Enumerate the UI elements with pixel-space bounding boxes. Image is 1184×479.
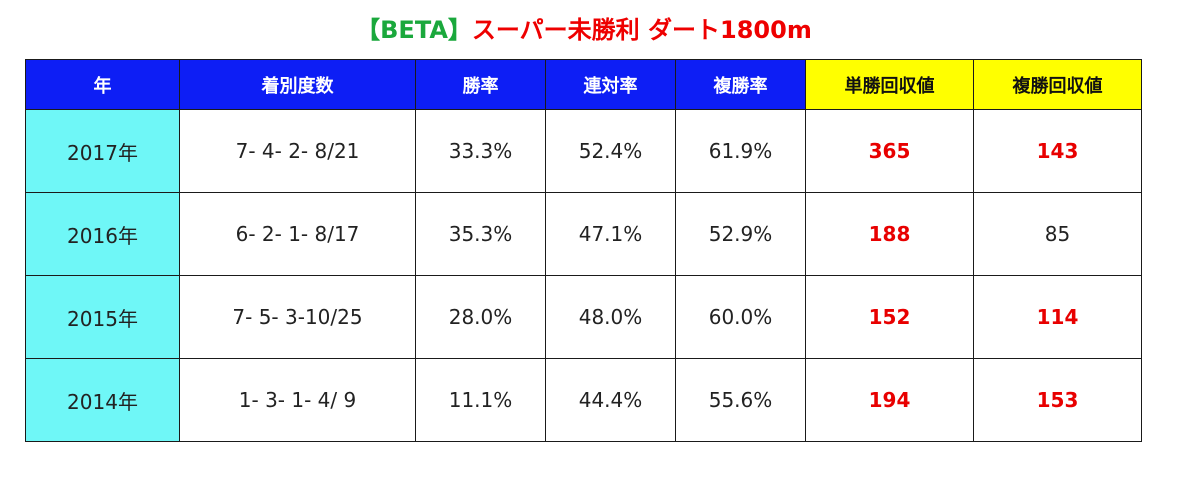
year-cell: 2015年 (25, 275, 180, 359)
place-return-cell: 143 (973, 109, 1142, 193)
quinella-rate-cell: 48.0% (545, 275, 676, 359)
win-return-cell: 152 (805, 275, 974, 359)
table-row: 2015年 7- 5- 3-10/25 28.0% 48.0% 60.0% 15… (25, 275, 1142, 359)
beta-label: 【BETA】 (356, 16, 472, 44)
year-cell: 2017年 (25, 109, 180, 193)
header-win-rate: 勝率 (415, 59, 546, 110)
win-rate-cell: 11.1% (415, 358, 546, 442)
header-row: 年 着別度数 勝率 連対率 複勝率 単勝回収値 複勝回収値 (25, 59, 1142, 110)
table-row: 2014年 1- 3- 1- 4/ 9 11.1% 44.4% 55.6% 19… (25, 358, 1142, 442)
place-rate-cell: 52.9% (675, 192, 806, 276)
year-cell: 2016年 (25, 192, 180, 276)
win-rate-cell: 35.3% (415, 192, 546, 276)
table-row: 2017年 7- 4- 2- 8/21 33.3% 52.4% 61.9% 36… (25, 109, 1142, 193)
place-return-cell: 114 (973, 275, 1142, 359)
header-place-return: 複勝回収値 (973, 59, 1142, 110)
table-body: 2017年 7- 4- 2- 8/21 33.3% 52.4% 61.9% 36… (25, 109, 1142, 442)
stats-table: 年 着別度数 勝率 連対率 複勝率 単勝回収値 複勝回収値 2017年 7- 4… (25, 59, 1142, 442)
header-place-rate: 複勝率 (675, 59, 806, 110)
place-rate-cell: 60.0% (675, 275, 806, 359)
record-cell: 7- 4- 2- 8/21 (179, 109, 416, 193)
header-quinella-rate: 連対率 (545, 59, 676, 110)
record-cell: 7- 5- 3-10/25 (179, 275, 416, 359)
win-rate-cell: 33.3% (415, 109, 546, 193)
record-cell: 6- 2- 1- 8/17 (179, 192, 416, 276)
place-rate-cell: 61.9% (675, 109, 806, 193)
quinella-rate-cell: 52.4% (545, 109, 676, 193)
win-return-cell: 194 (805, 358, 974, 442)
page-title: 【BETA】スーパー未勝利 ダート1800m (0, 12, 1168, 48)
year-cell: 2014年 (25, 358, 180, 442)
place-return-cell: 153 (973, 358, 1142, 442)
win-return-cell: 365 (805, 109, 974, 193)
quinella-rate-cell: 44.4% (545, 358, 676, 442)
header-win-return: 単勝回収値 (805, 59, 974, 110)
header-record: 着別度数 (179, 59, 416, 110)
course-name: スーパー未勝利 ダート1800m (471, 16, 812, 44)
place-return-cell: 85 (973, 192, 1142, 276)
win-rate-cell: 28.0% (415, 275, 546, 359)
quinella-rate-cell: 47.1% (545, 192, 676, 276)
win-return-cell: 188 (805, 192, 974, 276)
header-year: 年 (25, 59, 180, 110)
place-rate-cell: 55.6% (675, 358, 806, 442)
table-row: 2016年 6- 2- 1- 8/17 35.3% 47.1% 52.9% 18… (25, 192, 1142, 276)
record-cell: 1- 3- 1- 4/ 9 (179, 358, 416, 442)
